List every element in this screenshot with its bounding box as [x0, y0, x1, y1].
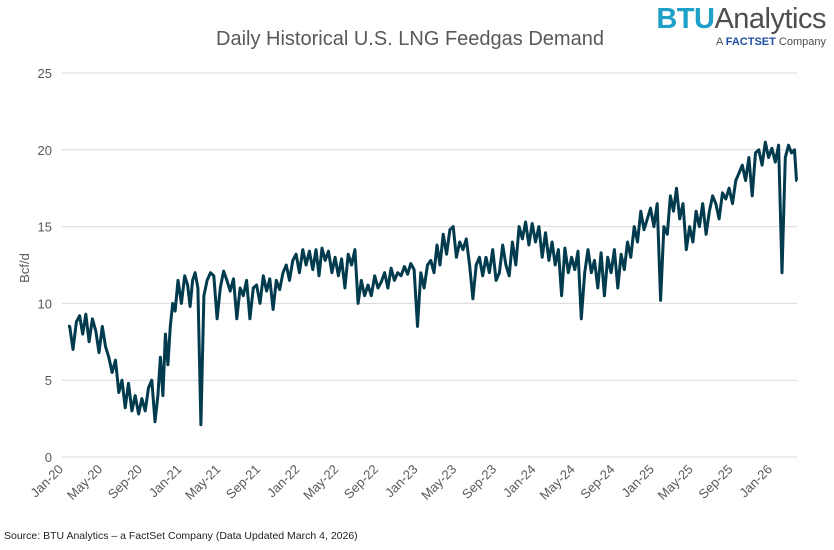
x-tick-label: May-24 — [537, 462, 578, 503]
logo-tagline-brand: FACTSET — [725, 36, 776, 48]
x-tick-label: Jan-24 — [500, 462, 539, 501]
x-tick-label: Jan-20 — [27, 462, 66, 501]
x-tick-label: Sep-23 — [459, 462, 499, 502]
x-tick-label: Sep-20 — [105, 462, 145, 502]
x-tick-label: May-23 — [418, 462, 459, 503]
y-axis-label: Bcf/d — [17, 253, 32, 283]
x-tick-label: Jan-21 — [146, 462, 185, 501]
y-tick-label: 25 — [38, 66, 52, 81]
y-tick-label: 10 — [38, 296, 52, 311]
x-tick-label: May-20 — [64, 462, 105, 503]
y-tick-label: 15 — [38, 220, 52, 235]
logo-tagline-suffix: Company — [778, 36, 826, 48]
logo-brand: BTU — [656, 3, 715, 35]
logo-name: Analytics — [714, 3, 826, 35]
x-tick-label: Sep-22 — [341, 462, 381, 502]
logo-tagline-prefix: A — [715, 36, 723, 48]
chart-title: Daily Historical U.S. LNG Feedgas Demand — [216, 28, 604, 50]
x-tick-label: May-21 — [182, 462, 223, 503]
x-tick-label: Sep-24 — [577, 462, 617, 502]
source-note: Source: BTU Analytics – a FactSet Compan… — [4, 530, 358, 542]
x-tick-label: May-22 — [300, 462, 341, 503]
x-tick-label: Jan-22 — [264, 462, 303, 501]
x-tick-label: Sep-25 — [695, 462, 735, 502]
y-tick-label: 0 — [45, 450, 52, 465]
x-tick-label: Jan-23 — [382, 462, 421, 501]
x-tick-label: Sep-21 — [223, 462, 263, 502]
btu-analytics-logo: BTUAnalytics A FACTSET Company — [656, 4, 826, 48]
y-tick-label: 5 — [45, 373, 52, 388]
series-line-lng-feedgas — [68, 140, 798, 427]
y-tick-label: 20 — [38, 143, 52, 158]
x-tick-label: Jan-25 — [618, 462, 657, 501]
x-tick-label: Jan-26 — [736, 462, 775, 501]
x-tick-label: May-25 — [655, 462, 696, 503]
